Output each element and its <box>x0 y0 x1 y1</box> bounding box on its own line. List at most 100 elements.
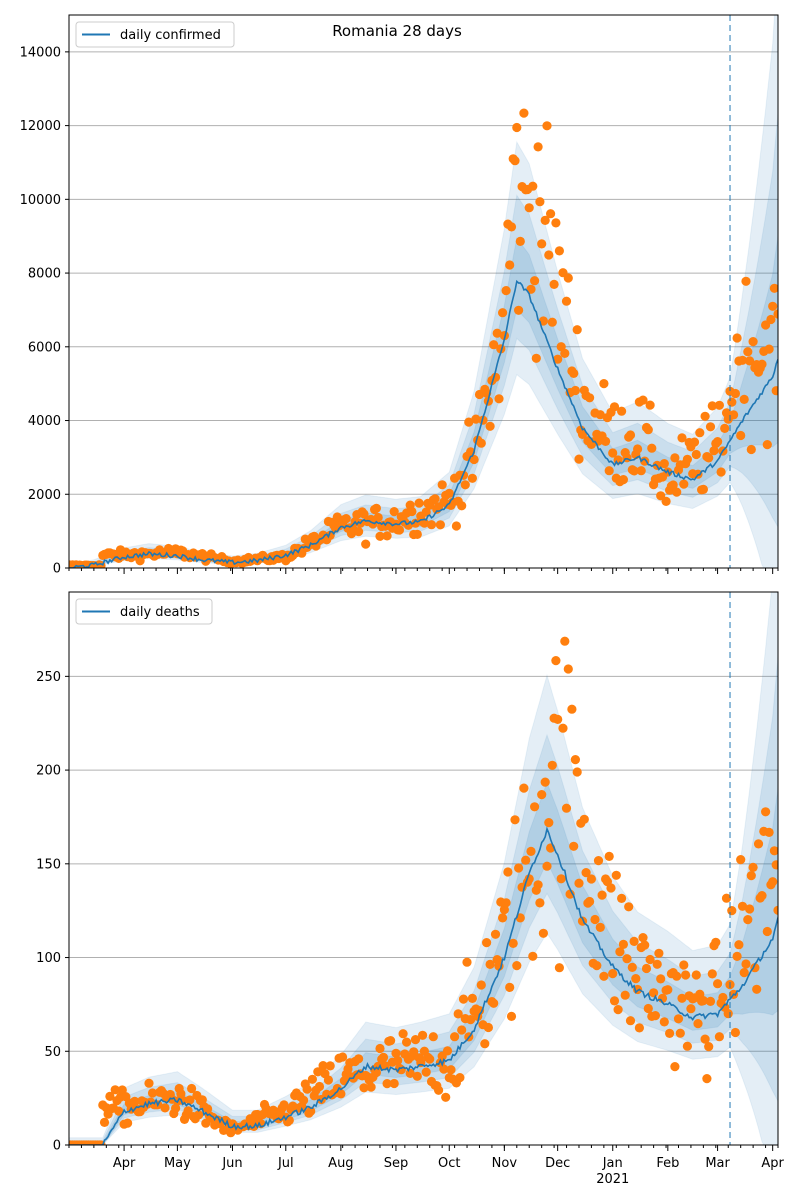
data-point <box>643 1003 653 1014</box>
data-point <box>746 871 756 881</box>
data-point <box>560 636 570 646</box>
data-point <box>314 1081 325 1092</box>
data-point <box>554 246 565 256</box>
x-tick-label: Sep <box>384 1156 409 1171</box>
data-point <box>663 985 673 995</box>
data-point <box>618 939 629 950</box>
data-point <box>386 1036 396 1046</box>
data-point <box>732 333 742 343</box>
data-point <box>547 760 557 770</box>
data-point <box>421 507 431 517</box>
data-point <box>732 951 742 962</box>
data-point <box>302 1084 312 1094</box>
data-point <box>421 1067 431 1077</box>
data-point <box>595 410 605 420</box>
data-point <box>570 755 581 765</box>
series-line <box>69 826 778 1145</box>
data-point <box>561 803 572 813</box>
data-point <box>617 893 627 904</box>
data-point <box>183 1106 193 1116</box>
x-tick-label: May <box>164 1156 191 1171</box>
data-point <box>599 971 609 981</box>
data-point <box>700 411 710 421</box>
data-point <box>489 340 499 350</box>
data-point <box>512 122 522 133</box>
data-point <box>711 937 721 947</box>
data-point <box>629 936 639 947</box>
data-point <box>407 506 417 517</box>
data-point <box>144 1078 154 1088</box>
data-point <box>485 421 495 431</box>
data-point <box>446 1065 456 1075</box>
x-year-label: 2021 <box>596 1172 629 1187</box>
data-point <box>160 1103 170 1113</box>
y-tick-label: 6000 <box>28 340 61 355</box>
data-point <box>373 512 383 523</box>
legend: daily confirmed <box>75 21 235 48</box>
data-point <box>554 963 565 973</box>
data-point <box>485 959 495 970</box>
data-point <box>609 996 620 1006</box>
data-point <box>593 856 604 866</box>
observed-points <box>69 636 778 1145</box>
x-tick-label: Jul <box>277 1156 294 1171</box>
data-point <box>498 913 508 923</box>
data-point <box>649 988 659 998</box>
data-point <box>426 520 437 530</box>
data-point <box>505 982 515 993</box>
data-point <box>586 874 597 884</box>
data-point <box>753 839 764 849</box>
data-point <box>565 889 575 899</box>
data-point <box>746 444 756 455</box>
y-tick-label: 14000 <box>20 45 61 60</box>
legend-box <box>75 598 213 625</box>
data-point <box>762 440 772 450</box>
data-point <box>769 846 778 856</box>
data-point <box>542 861 552 871</box>
legend-label: daily deaths <box>120 605 200 620</box>
data-point <box>359 509 369 519</box>
data-point <box>743 915 753 925</box>
data-point <box>540 215 550 225</box>
data-point <box>668 480 678 490</box>
data-point <box>647 443 657 453</box>
data-point <box>510 815 520 825</box>
data-point <box>325 1061 335 1071</box>
data-point <box>450 1032 460 1042</box>
data-point <box>741 276 751 286</box>
data-point <box>730 388 741 399</box>
data-point <box>535 197 545 207</box>
data-point <box>451 521 461 531</box>
data-point <box>435 520 445 530</box>
confirmed-panel: 0 2000 4000 6000 8000 10000 12000 14000 daily co… <box>20 14 779 577</box>
x-tick-label: Feb <box>656 1156 679 1171</box>
data-point <box>99 1117 110 1127</box>
data-point <box>501 898 511 908</box>
data-point <box>467 473 477 483</box>
data-point <box>709 446 719 456</box>
data-point <box>677 993 687 1003</box>
data-point <box>716 467 726 477</box>
data-point <box>441 1092 451 1102</box>
data-point <box>654 948 664 958</box>
data-point <box>771 860 778 870</box>
data-point <box>105 1091 115 1101</box>
data-point <box>528 951 538 961</box>
data-point <box>645 400 655 410</box>
data-point <box>629 466 639 476</box>
data-point <box>672 971 682 981</box>
data-point <box>743 347 753 357</box>
data-point <box>704 453 714 463</box>
data-point <box>689 437 700 447</box>
data-point <box>519 108 529 118</box>
y-tick-label: 200 <box>36 764 61 779</box>
data-point <box>382 1079 392 1089</box>
data-point <box>498 308 508 318</box>
data-point <box>569 368 579 378</box>
data-point <box>638 395 648 405</box>
data-point <box>563 273 573 283</box>
data-point <box>670 453 680 463</box>
data-point <box>707 969 717 979</box>
data-point <box>739 968 749 978</box>
